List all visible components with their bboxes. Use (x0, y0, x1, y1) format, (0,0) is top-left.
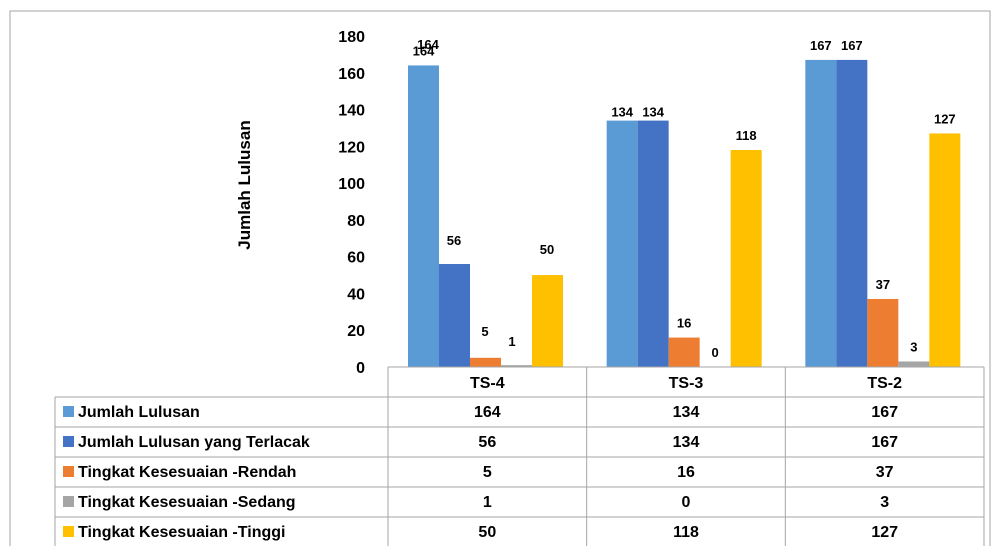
legend-swatch (63, 466, 74, 477)
table-cell: 134 (673, 434, 700, 451)
chart-border (9, 10, 991, 546)
y-tick-label: 80 (347, 213, 365, 230)
bar-2-4 (929, 133, 961, 367)
data-label: 134 (642, 105, 664, 120)
bar-0-1 (439, 264, 470, 367)
category-label: TS-4 (470, 375, 505, 392)
y-tick-label: 60 (347, 250, 365, 267)
data-label: 164 (417, 37, 439, 52)
bar-2-0 (805, 59, 837, 368)
legend-label: Tingkat Kesesuaian -Rendah (78, 464, 296, 481)
data-label: 37 (876, 277, 890, 292)
bar-1-1 (637, 120, 669, 367)
bar-1-2 (668, 337, 700, 367)
bar-2-1 (836, 59, 868, 368)
data-label: 134 (611, 105, 633, 120)
bar-2-3 (898, 361, 930, 367)
table-cell: 37 (876, 464, 894, 481)
data-label: 1 (508, 334, 515, 349)
legend-label: Tingkat Kesesuaian -Tinggi (78, 524, 285, 541)
y-tick-label: 140 (338, 103, 365, 120)
table-cell: 127 (871, 524, 898, 541)
table-cell: 134 (673, 404, 700, 421)
data-label: 50 (540, 242, 554, 257)
bar-0-4 (532, 275, 563, 367)
data-label: 16 (677, 316, 691, 331)
table-cell: 50 (478, 524, 496, 541)
bar-1-0 (606, 120, 638, 367)
table-cell: 5 (483, 464, 492, 481)
table-cell: 16 (677, 464, 695, 481)
legend-swatch (63, 436, 74, 447)
y-tick-label: 40 (347, 286, 365, 303)
legend-swatch (63, 406, 74, 417)
bar-2-2 (867, 298, 899, 367)
table-cell: 167 (871, 404, 898, 421)
table-cell: 3 (880, 494, 889, 511)
data-label: 3 (910, 339, 917, 354)
data-label: 127 (934, 111, 956, 126)
bar-0-0 (408, 65, 439, 367)
table-cell: 0 (682, 494, 691, 511)
y-tick-label: 180 (338, 29, 365, 46)
data-label: 5 (481, 324, 488, 339)
y-tick-label: 100 (338, 176, 365, 193)
legend-label: Jumlah Lulusan (78, 404, 200, 421)
table-cell: 167 (871, 434, 898, 451)
legend-swatch (63, 496, 74, 507)
category-label: TS-3 (669, 375, 704, 392)
data-label: 167 (841, 38, 863, 53)
data-label: 118 (736, 128, 757, 143)
table-cell: 164 (474, 404, 501, 421)
bar-0-2 (470, 357, 501, 367)
table-cell: 1 (483, 494, 492, 511)
table-cell: 56 (478, 434, 496, 451)
y-axis-label: Jumlah Lulusan (235, 120, 254, 249)
legend-label: Jumlah Lulusan yang Terlacak (78, 434, 310, 451)
bar-1-4 (730, 150, 762, 367)
data-label: 56 (447, 233, 461, 248)
data-label: 164 (413, 43, 435, 58)
table-cell: 118 (673, 524, 699, 541)
data-label: 167 (810, 38, 832, 53)
legend-swatch (63, 526, 74, 537)
data-label: 0 (712, 345, 719, 360)
bar-0-3 (501, 365, 532, 367)
y-tick-label: 120 (338, 139, 365, 156)
y-tick-label: 20 (347, 323, 365, 340)
y-tick-label: 160 (338, 66, 365, 83)
y-tick-label: 0 (356, 360, 365, 377)
legend-label: Tingkat Kesesuaian -Sedang (78, 494, 296, 511)
category-label: TS-2 (867, 375, 902, 392)
